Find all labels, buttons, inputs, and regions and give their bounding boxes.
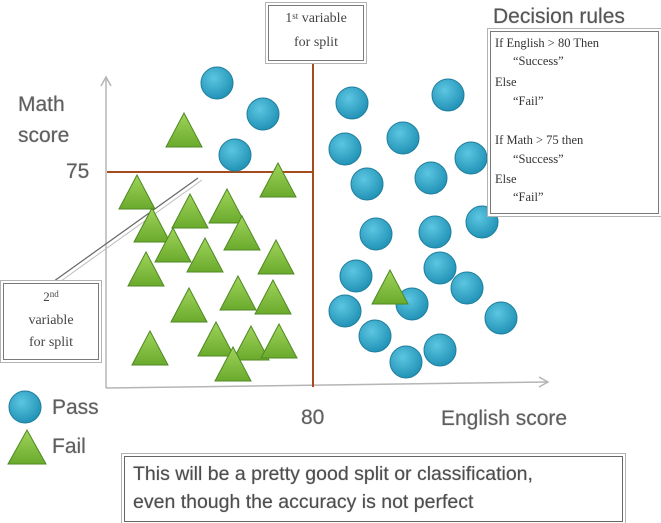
pass-point xyxy=(423,333,457,367)
rule-line-3: Else xyxy=(495,75,517,89)
pass-point xyxy=(484,301,518,335)
pass-point xyxy=(454,141,488,175)
rule-line-7: Else xyxy=(495,172,517,186)
fail-point xyxy=(219,274,257,311)
fail-point xyxy=(133,206,171,243)
fail-point xyxy=(259,161,297,198)
pass-point xyxy=(418,215,452,249)
fail-point xyxy=(208,187,246,224)
y-axis-label-line1: Math xyxy=(18,93,65,116)
rule-line-4: “Fail” xyxy=(513,94,544,108)
x-axis xyxy=(105,381,549,389)
pass-point xyxy=(200,66,234,100)
pass-points xyxy=(200,66,518,379)
pass-point xyxy=(423,251,457,285)
fail-point xyxy=(223,214,261,251)
split2-line1: variable xyxy=(28,313,74,328)
pass-point xyxy=(358,319,392,353)
rule-line-8: “Fail” xyxy=(513,190,544,204)
pass-point xyxy=(328,294,362,328)
legend-pass-label: Pass xyxy=(52,396,99,419)
split1-variable-word: variable xyxy=(301,11,347,26)
pass-point xyxy=(465,205,499,239)
rule-line-5: If Math > 75 then xyxy=(495,133,584,147)
rule-line-2: “Success” xyxy=(513,54,564,68)
split2-ordinal-suffix: nd xyxy=(49,289,59,299)
fail-point xyxy=(214,345,252,382)
fail-point xyxy=(127,250,165,287)
rule-line-1: If English > 80 Then xyxy=(495,36,600,50)
fail-point xyxy=(254,278,292,315)
legend-fail-marker xyxy=(7,428,47,465)
pass-point xyxy=(218,138,252,172)
fail-point xyxy=(171,192,209,229)
pass-point xyxy=(335,86,369,120)
pass-point xyxy=(339,259,373,293)
decision-rules-box: If English > 80 Then “Success” Else “Fai… xyxy=(490,31,659,214)
pass-point xyxy=(450,271,484,305)
fail-point xyxy=(118,173,156,210)
split2-pointer-line xyxy=(49,177,199,285)
split2-ordinal: 2nd xyxy=(4,289,98,305)
pass-point xyxy=(350,167,384,201)
y-axis-arrowhead xyxy=(100,75,112,87)
x-axis-arrowhead xyxy=(538,376,550,388)
fail-point xyxy=(260,322,298,359)
split2-callout: 2nd variable for split xyxy=(3,283,99,360)
fail-point xyxy=(186,236,224,273)
split2-ordinal-number: 2 xyxy=(43,289,50,304)
y-axis-label-line2: score xyxy=(18,124,70,147)
caption-line-2: even though the accuracy is not perfect xyxy=(133,491,474,513)
split1-ordinal-number: 1 xyxy=(285,11,293,26)
pass-point xyxy=(328,132,362,166)
pass-point xyxy=(389,345,423,379)
pass-point xyxy=(359,217,393,251)
split1-line2: for split xyxy=(294,35,338,50)
split1-callout: 1st variable for split xyxy=(268,5,364,61)
split1-line1: 1st variable xyxy=(269,11,363,27)
rule-line-6: “Success” xyxy=(513,152,564,166)
x-split-tick-label: 80 xyxy=(301,406,325,429)
fail-point xyxy=(371,268,409,305)
legend-fail-label: Fail xyxy=(52,435,86,458)
fail-points xyxy=(118,111,409,382)
caption-line-1: This will be a pretty good split or clas… xyxy=(133,463,533,485)
fail-point xyxy=(232,324,270,361)
fail-point xyxy=(170,286,208,323)
pass-point xyxy=(431,78,465,112)
split1-ordinal-suffix: st xyxy=(292,11,299,21)
fail-point xyxy=(257,238,295,275)
fail-point xyxy=(154,226,192,263)
pass-point xyxy=(414,161,448,195)
fail-point xyxy=(131,329,169,366)
fail-point xyxy=(197,320,235,357)
pass-point xyxy=(246,97,280,131)
fail-point xyxy=(165,111,203,148)
caption-box: This will be a pretty good split or clas… xyxy=(124,456,623,522)
pass-point xyxy=(386,121,420,155)
y-split-tick-label: 75 xyxy=(66,160,90,183)
plot-axes xyxy=(100,75,550,389)
x-axis-label: English score xyxy=(441,407,568,430)
split2-line2: for split xyxy=(29,335,73,350)
decision-rules-title: Decision rules xyxy=(493,5,625,28)
split2-pointer-line-shadow xyxy=(53,179,203,287)
legend-pass-marker xyxy=(8,390,42,424)
